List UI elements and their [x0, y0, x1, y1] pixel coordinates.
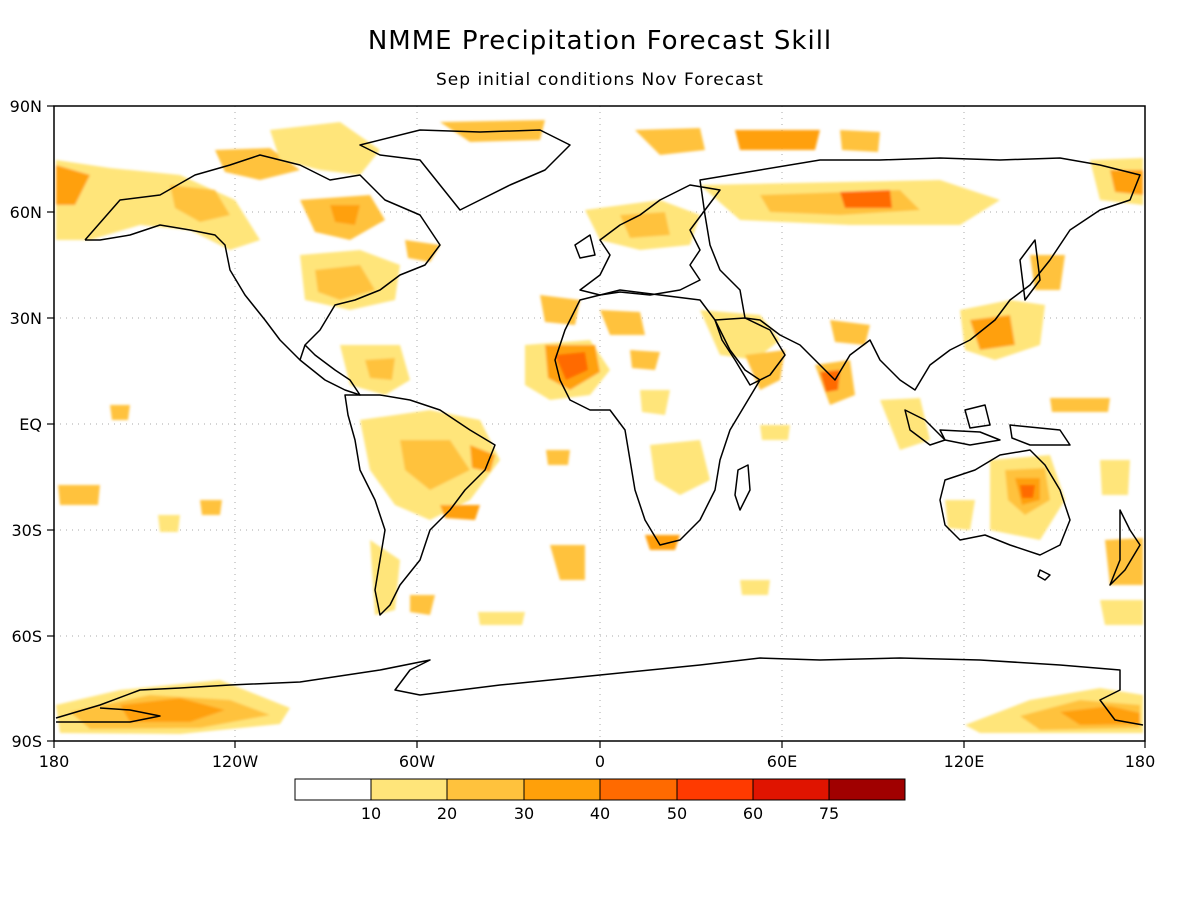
colorbar-label: 75: [819, 804, 839, 823]
colorbar-bin: [294, 778, 372, 801]
colorbar: 10 20 30 40 50 60 75: [294, 778, 906, 823]
lon-label: 60W: [399, 752, 435, 771]
colorbar-label: 30: [514, 804, 534, 823]
colorbar-label: 50: [667, 804, 687, 823]
colorbar-label: 10: [361, 804, 381, 823]
colorbar-bin: [828, 778, 906, 801]
colorbar-bin: [752, 778, 830, 801]
colorbar-bin: [370, 778, 448, 801]
map-title: NMME Precipitation Forecast Skill: [367, 26, 833, 56]
lat-label: 90S: [11, 732, 42, 751]
lon-label: 180: [39, 752, 70, 771]
skill-shading: [56, 120, 1143, 734]
colorbar-label: 60: [743, 804, 763, 823]
lat-label: 30S: [11, 521, 42, 540]
colorbar-bin: [676, 778, 754, 801]
lon-label: 180: [1125, 752, 1156, 771]
latitude-labels: 90N 60N 30N EQ 30S 60S 90S: [10, 97, 42, 751]
colorbar-label: 40: [590, 804, 610, 823]
lon-label: 120E: [944, 752, 985, 771]
lon-label: 60E: [767, 752, 797, 771]
lat-label: EQ: [19, 415, 42, 434]
lon-label: 120W: [212, 752, 259, 771]
lat-label: 60N: [10, 203, 42, 222]
map-subtitle: Sep initial conditions Nov Forecast: [436, 70, 764, 90]
lat-label: 90N: [10, 97, 42, 116]
longitude-labels: 180 120W 60W 0 60E 120E 180: [39, 752, 1156, 771]
colorbar-bin: [446, 778, 525, 801]
axis-ticks: [47, 105, 1146, 748]
colorbar-bin: [599, 778, 678, 801]
colorbar-label: 20: [437, 804, 457, 823]
lon-label: 0: [595, 752, 605, 771]
lat-label: 60S: [11, 627, 42, 646]
lat-label: 30N: [10, 309, 42, 328]
colorbar-bin: [523, 778, 601, 801]
coastlines: [55, 129, 1144, 726]
